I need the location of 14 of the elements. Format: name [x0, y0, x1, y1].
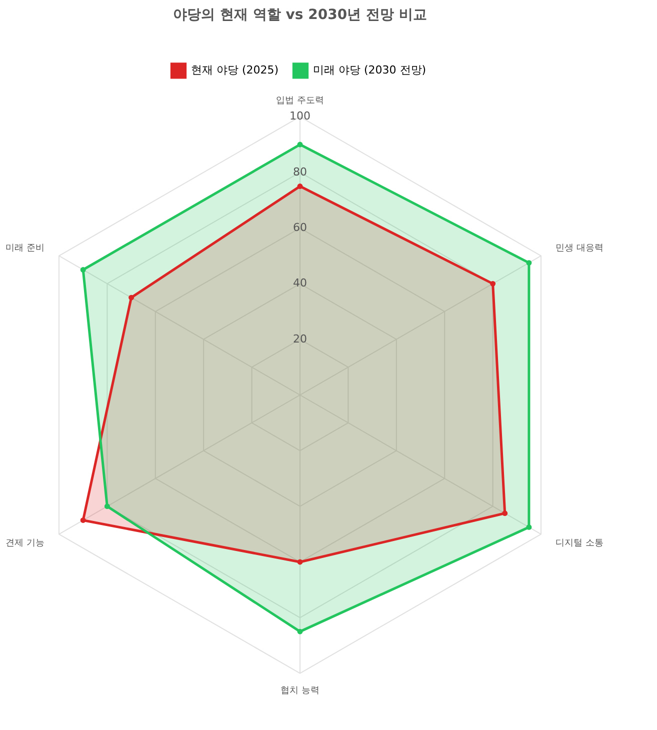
legend-label: 현재 야당 (2025) — [191, 64, 279, 77]
y-tick-label: 100 — [290, 110, 310, 123]
spoke-label: 민생 대응력 — [555, 244, 604, 254]
spoke-label: 협치 능력 — [280, 686, 320, 696]
spoke-label: 미래 준비 — [6, 244, 45, 254]
spoke-label: 입법 주도력 — [276, 96, 324, 106]
chart-title: 야당의 현재 역할 vs 2030년 전망 비교 — [173, 7, 427, 23]
y-tick-label: 60 — [293, 221, 307, 234]
y-tick-label: 20 — [293, 332, 307, 346]
y-tick-label: 40 — [293, 276, 307, 290]
spoke-label: 견제 기능 — [6, 538, 45, 548]
spoke-label: 디지털 소통 — [555, 538, 604, 548]
legend-label: 미래 야당 (2030 전망) — [313, 64, 426, 77]
y-tick-label: 80 — [293, 165, 307, 178]
